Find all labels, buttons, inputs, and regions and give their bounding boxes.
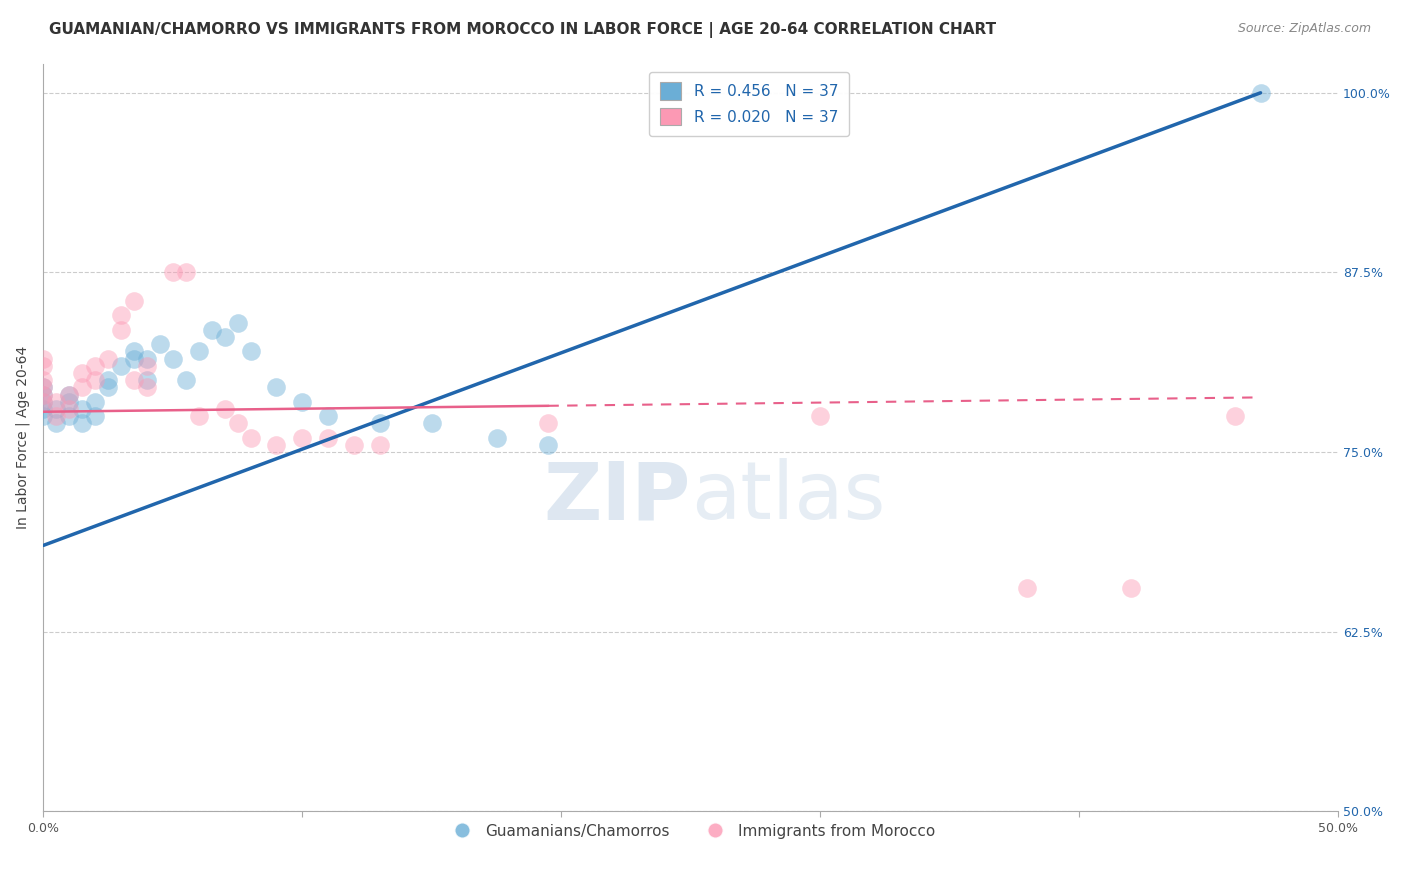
- Point: [162, 351, 184, 366]
- Point: [122, 373, 145, 387]
- Point: [266, 438, 288, 452]
- Point: [32, 380, 55, 394]
- Point: [84, 359, 107, 373]
- Text: ZIP: ZIP: [544, 458, 690, 536]
- Point: [110, 359, 132, 373]
- Point: [149, 337, 172, 351]
- Point: [316, 431, 339, 445]
- Point: [97, 373, 120, 387]
- Point: [32, 409, 55, 423]
- Point: [214, 330, 236, 344]
- Point: [110, 323, 132, 337]
- Point: [266, 380, 288, 394]
- Point: [45, 416, 67, 430]
- Point: [32, 351, 55, 366]
- Point: [32, 380, 55, 394]
- Point: [162, 265, 184, 279]
- Point: [122, 294, 145, 309]
- Point: [70, 416, 93, 430]
- Point: [84, 394, 107, 409]
- Point: [201, 323, 224, 337]
- Point: [1017, 582, 1039, 596]
- Point: [808, 409, 831, 423]
- Point: [58, 387, 80, 401]
- Point: [84, 373, 107, 387]
- Point: [70, 380, 93, 394]
- Point: [291, 394, 314, 409]
- Point: [70, 366, 93, 380]
- Point: [58, 409, 80, 423]
- Text: GUAMANIAN/CHAMORRO VS IMMIGRANTS FROM MOROCCO IN LABOR FORCE | AGE 20-64 CORRELA: GUAMANIAN/CHAMORRO VS IMMIGRANTS FROM MO…: [49, 22, 997, 38]
- Point: [32, 401, 55, 416]
- Point: [32, 387, 55, 401]
- Point: [45, 401, 67, 416]
- Point: [343, 438, 366, 452]
- Point: [97, 351, 120, 366]
- Point: [32, 373, 55, 387]
- Point: [1119, 582, 1142, 596]
- Point: [239, 431, 262, 445]
- Point: [537, 438, 560, 452]
- Point: [84, 409, 107, 423]
- Point: [316, 409, 339, 423]
- Point: [368, 416, 391, 430]
- Text: Source: ZipAtlas.com: Source: ZipAtlas.com: [1237, 22, 1371, 36]
- Point: [368, 438, 391, 452]
- Point: [226, 416, 249, 430]
- Point: [45, 409, 67, 423]
- Point: [58, 401, 80, 416]
- Point: [70, 401, 93, 416]
- Point: [214, 401, 236, 416]
- Point: [174, 373, 197, 387]
- Point: [1223, 409, 1246, 423]
- Point: [32, 394, 55, 409]
- Point: [122, 344, 145, 359]
- Point: [187, 344, 209, 359]
- Point: [32, 394, 55, 409]
- Point: [420, 416, 443, 430]
- Point: [122, 351, 145, 366]
- Point: [97, 380, 120, 394]
- Legend: Guamanians/Chamorros, Immigrants from Morocco: Guamanians/Chamorros, Immigrants from Mo…: [440, 817, 941, 845]
- Y-axis label: In Labor Force | Age 20-64: In Labor Force | Age 20-64: [15, 346, 30, 529]
- Point: [537, 416, 560, 430]
- Point: [110, 309, 132, 323]
- Point: [174, 265, 197, 279]
- Point: [32, 359, 55, 373]
- Point: [239, 344, 262, 359]
- Point: [1250, 86, 1272, 100]
- Point: [58, 394, 80, 409]
- Point: [226, 316, 249, 330]
- Point: [136, 359, 159, 373]
- Point: [45, 394, 67, 409]
- Point: [136, 373, 159, 387]
- Point: [136, 380, 159, 394]
- Point: [485, 431, 508, 445]
- Point: [291, 431, 314, 445]
- Point: [58, 387, 80, 401]
- Point: [187, 409, 209, 423]
- Point: [136, 351, 159, 366]
- Point: [32, 387, 55, 401]
- Text: atlas: atlas: [690, 458, 886, 536]
